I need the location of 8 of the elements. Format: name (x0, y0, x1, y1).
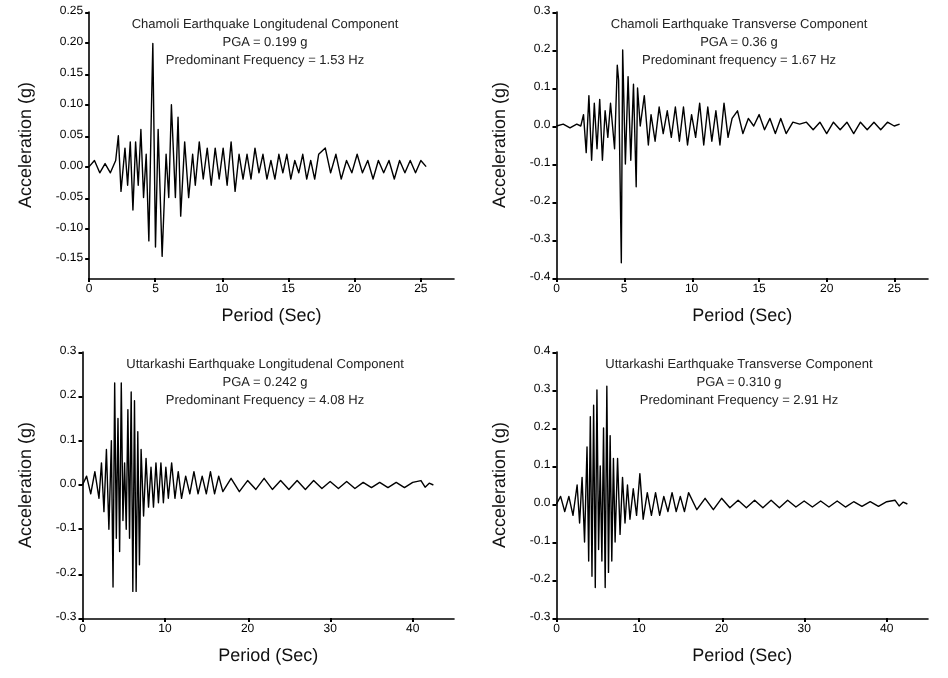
y-axis-title: Acceleration (g) (15, 421, 35, 549)
x-axis-title: Period (Sec) (692, 305, 793, 325)
x-axis-title: Period (Sec) (692, 645, 793, 665)
y-axis-title: Acceleration (g) (15, 81, 35, 209)
y-axis-title: Acceleration (g) (489, 421, 509, 549)
x-axis-title: Period (Sec) (218, 645, 319, 665)
y-axis-title: Acceleration (g) (489, 81, 509, 209)
x-axis-title: Period (Sec) (221, 305, 322, 325)
